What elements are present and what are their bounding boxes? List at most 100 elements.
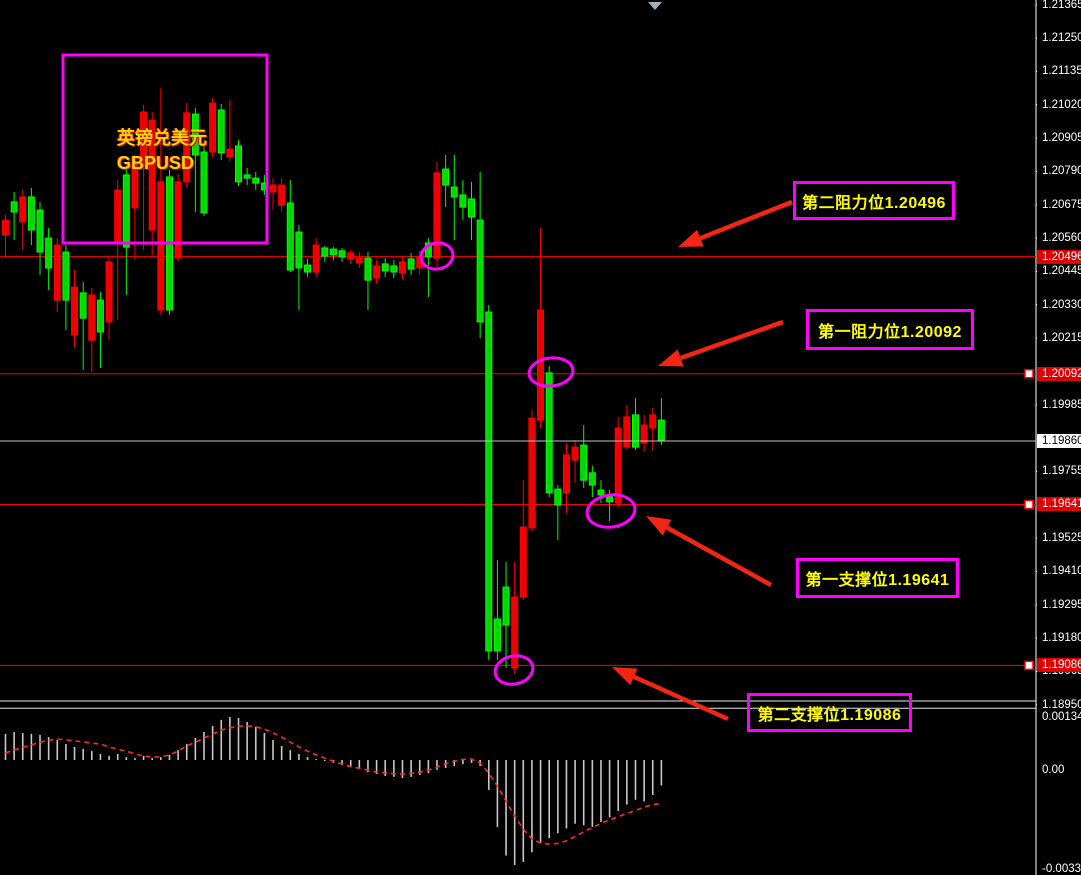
candle-body: [390, 265, 398, 273]
candle-body: [286, 202, 294, 271]
candle-body: [62, 251, 70, 301]
candle-body: [468, 198, 476, 218]
candle-body: [269, 184, 277, 193]
level-line-handle[interactable]: [1024, 660, 1034, 671]
candle-body: [148, 119, 156, 231]
candle-body: [209, 102, 217, 153]
candle-body: [649, 414, 657, 429]
level-line-handle[interactable]: [1024, 369, 1034, 379]
candle-body: [174, 181, 182, 259]
candle-body: [96, 299, 104, 333]
arrow-shaft[interactable]: [679, 319, 784, 361]
candle-body: [19, 196, 27, 223]
annotation-label-support-2[interactable]: 第二支撑位1.19086: [747, 693, 912, 732]
candle-body: [657, 419, 665, 441]
candle-body: [217, 109, 225, 154]
axis-price-label: 1.21020: [1042, 98, 1081, 111]
arrow-head-icon[interactable]: [646, 516, 672, 536]
axis-price-label: 1.20790: [1042, 165, 1081, 178]
candle-body: [338, 250, 346, 258]
arrow-head-icon[interactable]: [658, 349, 684, 367]
candle-body: [71, 286, 79, 336]
axis-price-label: 1.19985: [1042, 398, 1081, 411]
axis-price-label: 1.19525: [1042, 532, 1081, 545]
axis-price-label: 1.20330: [1042, 298, 1081, 311]
candle-body: [295, 231, 303, 269]
level-line-handle[interactable]: [1024, 499, 1034, 510]
candle-body: [554, 488, 562, 506]
candle-body: [623, 416, 631, 448]
axis-price-label: 1.21250: [1042, 32, 1081, 45]
arrow-head-icon[interactable]: [678, 229, 704, 247]
annotation-label-support-1[interactable]: 第一支撑位1.19641: [796, 558, 959, 598]
candle-body: [347, 252, 355, 260]
arrow-shaft[interactable]: [632, 674, 729, 722]
candle-body: [235, 145, 243, 183]
candle-body: [36, 209, 44, 253]
candle-body: [114, 189, 122, 244]
candle-body: [191, 113, 199, 156]
candle-body: [580, 444, 588, 481]
arrow-head-icon[interactable]: [612, 667, 638, 686]
candle-body: [442, 168, 450, 186]
axis-level-label: 1.20496: [1037, 249, 1081, 264]
candle-body: [131, 162, 139, 209]
candle-body: [200, 151, 208, 214]
candle-body: [493, 618, 501, 652]
highlight-ellipse[interactable]: [419, 240, 455, 271]
axis-price-label: 1.19295: [1042, 598, 1081, 611]
highlight-ellipse[interactable]: [527, 356, 575, 388]
symbol-watermark: 英镑兑美元 GBPUSD: [117, 126, 207, 176]
candle-body: [511, 596, 519, 669]
chart-shift-marker-icon[interactable]: [648, 2, 662, 10]
annotation-text: 第二阻力位1.20496: [802, 194, 946, 212]
highlight-ellipse[interactable]: [493, 652, 536, 687]
axis-price-label: 1.20445: [1042, 265, 1081, 278]
axis-level-label: 1.19641: [1037, 497, 1081, 512]
candle-body: [588, 472, 596, 486]
candle-body: [140, 111, 148, 166]
axis-level-label: 1.20092: [1037, 366, 1081, 381]
candle-body: [614, 427, 622, 504]
arrow-shaft[interactable]: [699, 199, 793, 241]
axis-price-label: 1.20905: [1042, 132, 1081, 145]
candle-body: [2, 219, 9, 236]
highlight-ellipse[interactable]: [585, 492, 637, 530]
axis-price-label: 1.18950: [1042, 698, 1081, 711]
axis-price-label: 1.21135: [1042, 65, 1081, 78]
candle-body: [433, 172, 441, 259]
axis-price-label: 1.20675: [1042, 198, 1081, 211]
candle-body: [528, 417, 536, 529]
candle-body: [606, 496, 614, 503]
candle-body: [631, 414, 639, 448]
candle-body: [243, 174, 251, 179]
indicator-max-label: 0.001349: [1042, 711, 1081, 723]
candle-body: [571, 446, 579, 461]
candle-body: [502, 586, 510, 626]
candle-body: [329, 248, 337, 256]
annotation-label-resistance-2[interactable]: 第二阻力位1.20496: [793, 181, 955, 220]
candle-body: [485, 311, 493, 652]
axis-level-label: 1.19086: [1037, 658, 1081, 673]
candle-body: [312, 244, 320, 273]
axis-price-label: 1.21365: [1042, 0, 1081, 11]
symbol-name-cn: 英镑兑美元: [117, 128, 207, 148]
arrow-shaft[interactable]: [665, 525, 773, 587]
annotation-text: 第二支撑位1.19086: [757, 706, 902, 724]
annotation-label-resistance-1[interactable]: 第一阻力位1.20092: [806, 309, 974, 350]
highlight-rectangle[interactable]: [61, 53, 269, 245]
candle-body: [424, 242, 432, 258]
candle-body: [226, 148, 234, 158]
candle-body: [157, 181, 165, 311]
indicator-min-label: -0.003316: [1042, 863, 1081, 875]
axis-current-price-label: 1.19860: [1037, 434, 1081, 448]
candle-body: [450, 186, 458, 198]
candle-body: [252, 177, 260, 184]
candle-body: [10, 201, 18, 213]
candle-body: [459, 194, 467, 208]
candle-body: [53, 244, 61, 301]
candle-body: [373, 265, 381, 279]
price-axis[interactable]: 1.21365 1.21250 1.21135 1.21020 1.20905 1.207…: [1037, 0, 1081, 875]
